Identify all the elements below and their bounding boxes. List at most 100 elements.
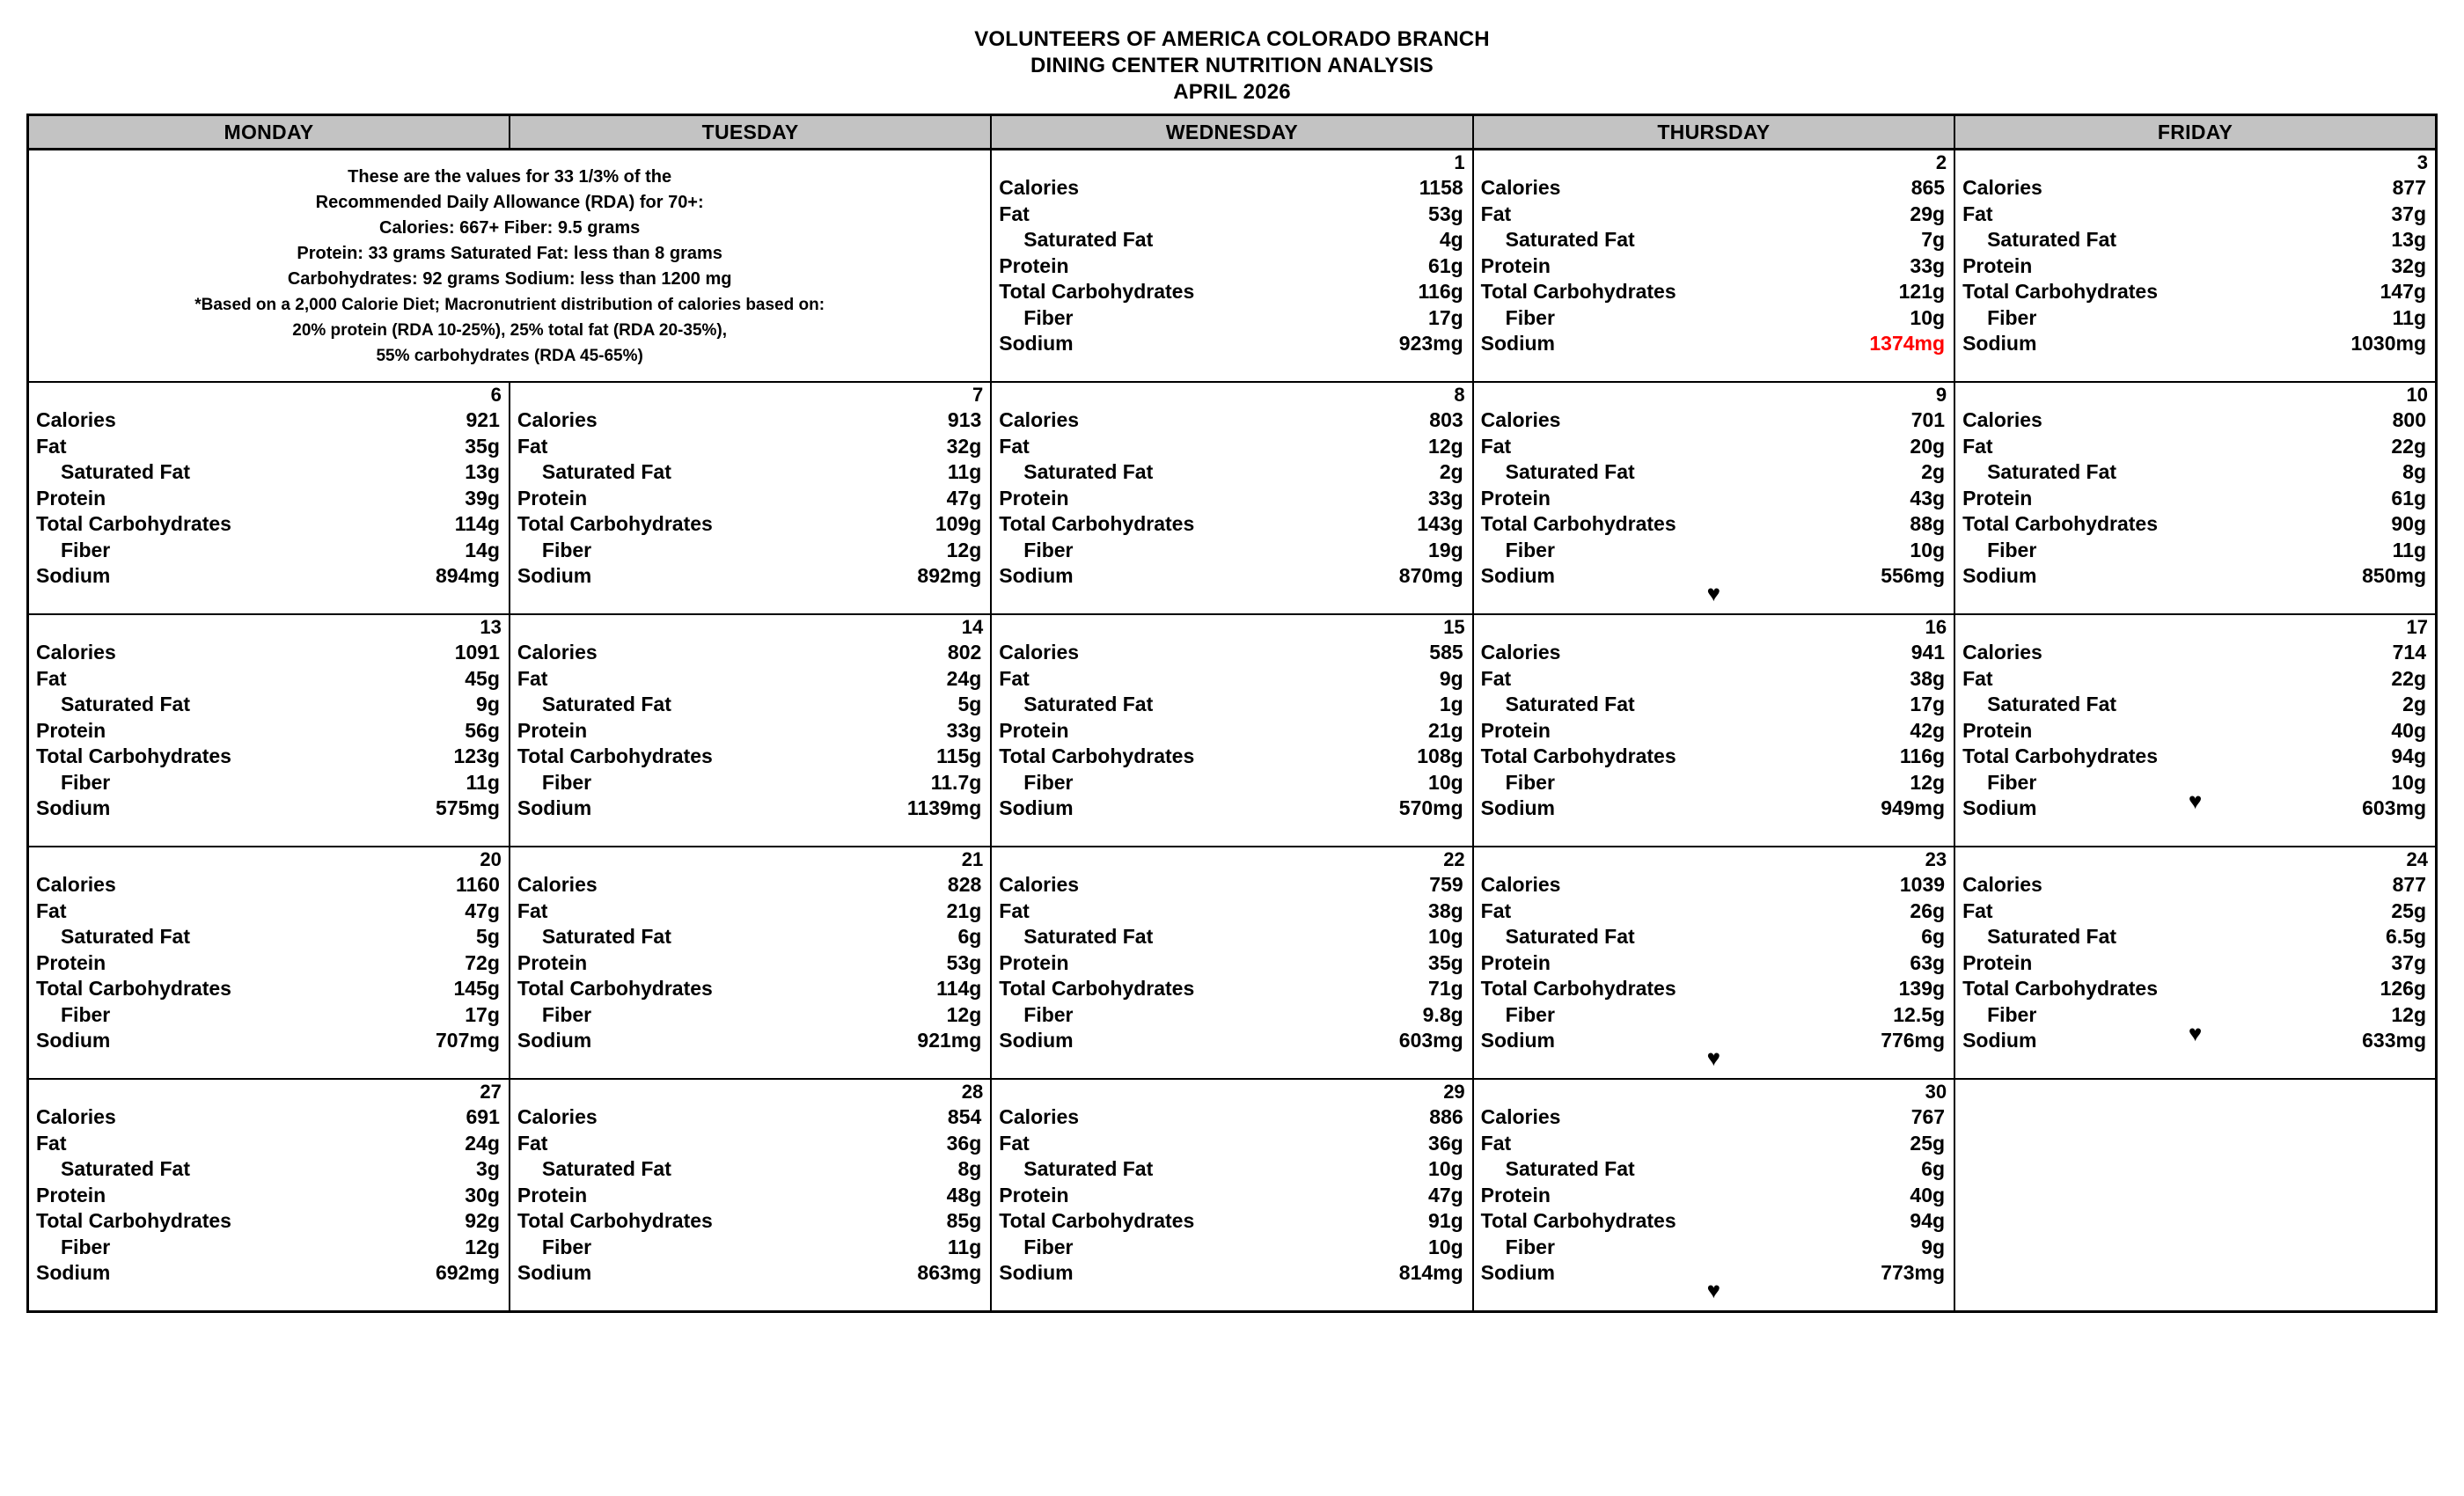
nutrient-fat-value: 37g xyxy=(2391,202,2426,225)
nutrient-saturated-fat: Saturated Fat 7g xyxy=(1481,227,1945,253)
nutrient-sodium-value: 633mg xyxy=(2362,1029,2426,1052)
day-number: 2 xyxy=(1935,151,1947,173)
nutrient-saturated-fat-value: 2g xyxy=(2402,693,2426,715)
nutrient-total-carbohydrates-label: Total Carbohydrates xyxy=(1480,280,1676,303)
nutrient-fiber-label: Fiber xyxy=(1987,305,2037,329)
nutrient-sodium-label: Sodium xyxy=(36,564,111,587)
nutrient-sodium: Sodium 863mg xyxy=(517,1260,981,1287)
nutrient-sodium-label: Sodium xyxy=(999,332,1074,355)
nutrient-protein: Protein 32g xyxy=(1962,253,2426,280)
nutrient-fiber-label: Fiber xyxy=(1023,538,1074,561)
nutrient-fat: Fat 32g xyxy=(517,434,981,460)
nutrient-fat: Fat 25g xyxy=(1481,1131,1945,1157)
nutrient-sodium-label: Sodium xyxy=(1962,1029,2037,1052)
nutrient-calories-label: Calories xyxy=(999,1105,1080,1128)
nutrient-total-carbohydrates-label: Total Carbohydrates xyxy=(999,1209,1195,1232)
nutrient-calories-label: Calories xyxy=(1480,641,1561,664)
nutrient-saturated-fat-label: Saturated Fat xyxy=(1505,693,1635,715)
rda-footnote-line: 55% carbohydrates (RDA 45-65%) xyxy=(376,347,643,365)
nutrient-fiber-label: Fiber xyxy=(1505,305,1555,329)
nutrient-fiber-value: 17g xyxy=(1428,305,1463,329)
nutrient-total-carbohydrates: Total Carbohydrates 121g xyxy=(1481,279,1945,305)
nutrition-list: Calories 1039 Fat 26g Saturated Fat 6g Protein… xyxy=(1474,847,1954,1054)
nutrient-fiber-value: 17g xyxy=(465,1002,500,1026)
nutrient-fat-label: Fat xyxy=(36,666,67,690)
nutrient-total-carbohydrates-value: 88g xyxy=(1910,512,1946,535)
nutrient-saturated-fat-label: Saturated Fat xyxy=(1987,228,2117,251)
heart-healthy-icon: ♥ xyxy=(1706,1277,1721,1303)
rda-footnote-line: 20% protein (RDA 10-25%), 25% total fat … xyxy=(292,321,728,340)
nutrient-protein-value: 37g xyxy=(2391,950,2426,974)
nutrient-protein-label: Protein xyxy=(517,950,588,974)
nutrient-protein-label: Protein xyxy=(517,486,588,510)
nutrient-fat-label: Fat xyxy=(517,666,548,690)
nutrient-calories-label: Calories xyxy=(1962,408,2042,431)
nutrient-protein-label: Protein xyxy=(1962,253,2033,277)
nutrient-protein: Protein 40g xyxy=(1481,1183,1945,1209)
nutrient-fiber-label: Fiber xyxy=(1505,770,1555,794)
nutrient-saturated-fat: Saturated Fat 6.5g xyxy=(1962,924,2426,950)
nutrient-sodium: Sodium 603mg xyxy=(1962,796,2426,822)
nutrient-fiber-value: 9.8g xyxy=(1422,1002,1463,1026)
nutrient-total-carbohydrates: Total Carbohydrates 143g xyxy=(999,511,1463,538)
nutrient-sodium-label: Sodium xyxy=(1962,332,2037,355)
nutrient-total-carbohydrates: Total Carbohydrates 85g xyxy=(517,1208,981,1235)
day-cell-16: 16 Calories 941 Fat 38g Saturated Fat 17g Prote… xyxy=(1471,613,1956,847)
nutrient-fat: Fat 22g xyxy=(1962,434,2426,460)
nutrient-sodium-label: Sodium xyxy=(1480,564,1556,587)
nutrient-fiber-value: 12g xyxy=(465,1235,500,1258)
nutrient-fiber: Fiber 11g xyxy=(1962,305,2426,332)
nutrient-saturated-fat-value: 17g xyxy=(1910,693,1946,715)
nutrient-total-carbohydrates-value: 94g xyxy=(2391,744,2426,767)
nutrient-protein-value: 40g xyxy=(1910,1183,1946,1206)
nutrient-protein-label: Protein xyxy=(36,1183,106,1206)
rda-line: These are the values for 33 1/3% of the xyxy=(348,167,672,187)
nutrition-list: Calories 854 Fat 36g Saturated Fat 8g Protein 4… xyxy=(510,1080,990,1287)
nutrient-fiber-value: 10g xyxy=(2391,770,2426,794)
nutrient-fiber-label: Fiber xyxy=(1987,1002,2037,1026)
nutrient-calories: Calories 759 xyxy=(999,872,1463,898)
nutrient-saturated-fat: Saturated Fat 6g xyxy=(517,924,981,950)
nutrient-protein-value: 61g xyxy=(2391,486,2426,510)
nutrient-saturated-fat: Saturated Fat 3g xyxy=(36,1156,500,1183)
nutrient-saturated-fat-value: 2g xyxy=(1921,460,1946,483)
nutrient-protein: Protein 56g xyxy=(36,718,500,744)
nutrient-total-carbohydrates-value: 114g xyxy=(936,977,982,1000)
nutrient-total-carbohydrates-label: Total Carbohydrates xyxy=(999,512,1195,535)
nutrient-total-carbohydrates-value: 123g xyxy=(453,744,500,767)
nutrient-calories-value: 865 xyxy=(1910,176,1946,199)
nutrition-list: Calories 803 Fat 12g Saturated Fat 2g Protein 3… xyxy=(992,383,1471,590)
nutrient-calories-value: 886 xyxy=(1429,1105,1463,1128)
nutrient-total-carbohydrates-value: 109g xyxy=(935,512,982,535)
nutrient-saturated-fat: Saturated Fat 5g xyxy=(517,692,981,718)
rda-line: Carbohydrates: 92 grams Sodium: less tha… xyxy=(287,269,732,289)
calendar-container: MONDAY TUESDAY WEDNESDAY THURSDAY FRIDAY The… xyxy=(0,114,2464,1313)
nutrient-protein-label: Protein xyxy=(517,718,588,742)
nutrient-sodium-value: 570mg xyxy=(1398,796,1463,819)
nutrient-sodium: Sodium 575mg xyxy=(36,796,500,822)
nutrient-saturated-fat: Saturated Fat 2g xyxy=(999,459,1463,486)
nutrient-fiber-value: 10g xyxy=(1910,305,1946,329)
nutrition-list: Calories 877 Fat 25g Saturated Fat 6.5g Protei… xyxy=(1955,847,2435,1054)
nutrient-fiber-value: 10g xyxy=(1910,538,1946,561)
nutrient-fat-value: 22g xyxy=(2391,434,2426,458)
nutrient-sodium: Sodium 923mg xyxy=(999,331,1463,357)
day-cell-27: 27 Calories 691 Fat 24g Saturated Fat 3g Protei… xyxy=(26,1078,510,1313)
nutrient-protein-value: 40g xyxy=(2391,718,2426,742)
nutrient-calories-label: Calories xyxy=(999,408,1080,431)
nutrient-total-carbohydrates: Total Carbohydrates 90g xyxy=(1962,511,2426,538)
nutrient-fat-label: Fat xyxy=(1480,666,1512,690)
nutrient-fat: Fat 24g xyxy=(517,666,981,693)
nutrient-sodium-value: 892mg xyxy=(917,564,982,587)
organization-name: VOLUNTEERS OF AMERICA COLORADO BRANCH xyxy=(974,27,1490,51)
nutrient-total-carbohydrates-value: 71g xyxy=(1428,977,1463,1000)
nutrient-total-carbohydrates-label: Total Carbohydrates xyxy=(36,1209,231,1232)
nutrient-fat-label: Fat xyxy=(1480,434,1512,458)
nutrient-fat-value: 9g xyxy=(1439,666,1463,690)
day-number: 22 xyxy=(1443,848,1465,870)
weekday-header-monday: MONDAY xyxy=(26,114,510,150)
nutrient-fiber-label: Fiber xyxy=(1505,1002,1555,1026)
nutrient-fiber-value: 10g xyxy=(1428,770,1463,794)
heart-healthy-icon: ♥ xyxy=(1706,580,1721,606)
nutrition-list: Calories 1158 Fat 53g Saturated Fat 4g Protein… xyxy=(992,150,1471,357)
